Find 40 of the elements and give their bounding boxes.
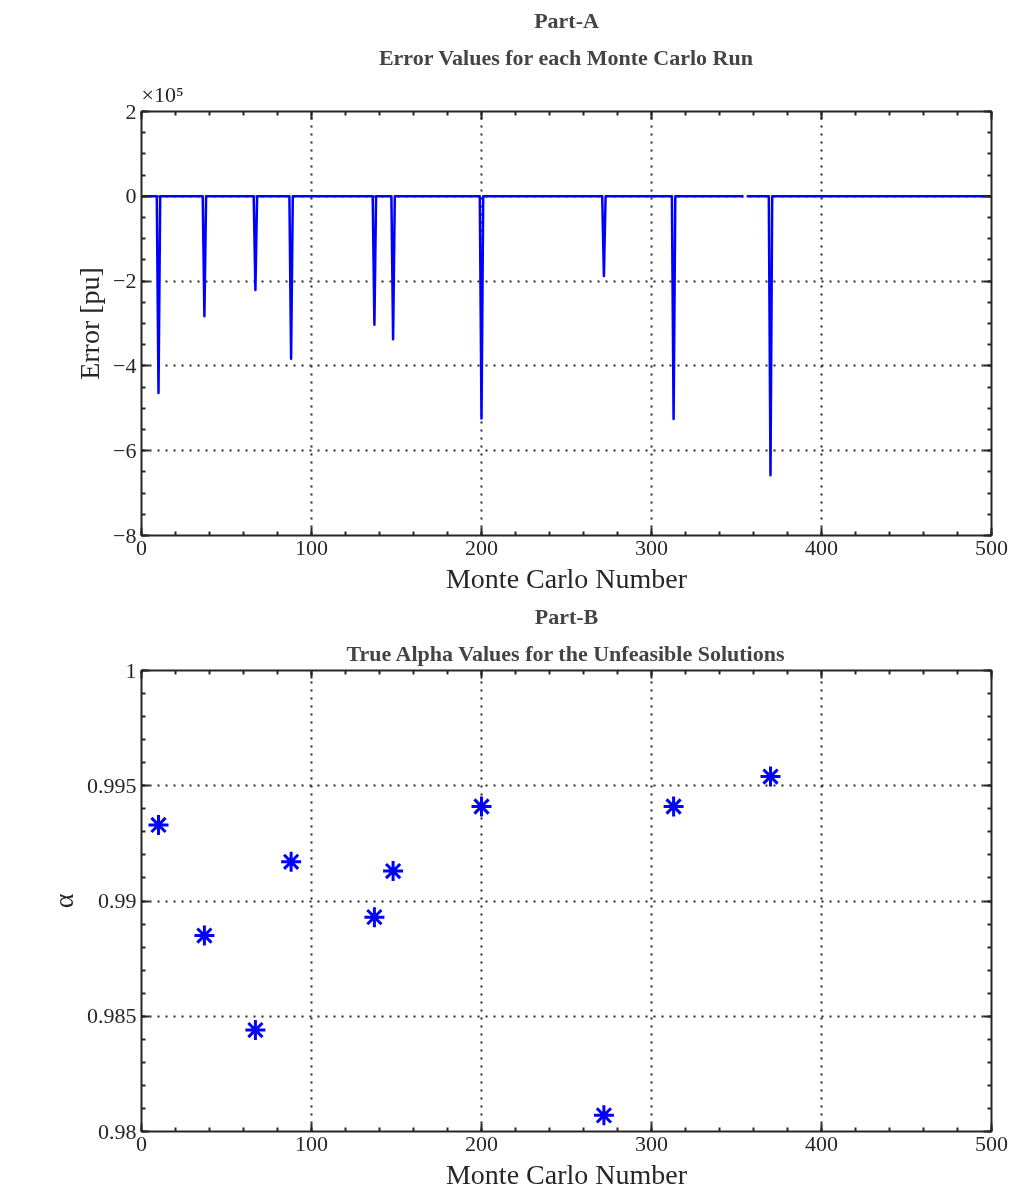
x-tick-label: 400	[805, 534, 838, 560]
x-axis-title: Monte Carlo Number	[445, 562, 688, 594]
y-tick-label: 0.98	[98, 1118, 137, 1144]
x-tick-label: 300	[635, 534, 668, 560]
y-tick-label: 0.985	[87, 1003, 137, 1029]
y-axis-title: Error [pu]	[74, 267, 106, 380]
y-tick-label: −4	[113, 352, 137, 378]
x-tick-label: 100	[295, 534, 328, 560]
y-tick-label: −8	[113, 522, 137, 548]
x-tick-label: 200	[465, 534, 498, 560]
point	[243, 1018, 267, 1042]
x-tick-label: 200	[465, 1130, 498, 1156]
x-axis-title: Monte Carlo Number	[445, 1158, 688, 1190]
x-tick-label: 100	[295, 1130, 328, 1156]
text: ×10⁵	[141, 81, 184, 107]
point	[362, 905, 386, 929]
point	[662, 794, 686, 818]
chart-subtitle: True Alpha Values for the Unfeasible Solutions	[346, 640, 785, 666]
point	[470, 794, 493, 818]
y-tick-label: 0	[125, 183, 137, 209]
chart-title: Part-B	[534, 603, 599, 629]
point	[381, 859, 405, 883]
point	[592, 1103, 616, 1127]
y-tick-label: −6	[113, 437, 137, 463]
point	[279, 850, 303, 874]
point	[192, 924, 216, 948]
y-tick-label: 0.99	[98, 888, 137, 913]
x-tick-label: 500	[975, 1130, 1008, 1156]
x-tick-label: 300	[635, 1130, 668, 1156]
point	[759, 765, 782, 789]
y-tick-label: 1	[125, 657, 137, 683]
y-tick-label: 0.995	[87, 772, 137, 798]
y-axis-title: α	[48, 893, 79, 909]
x-tick-label: 400	[805, 1130, 838, 1156]
chart-subtitle: Error Values for each Monte Carlo Run	[378, 44, 753, 70]
y-tick-label: −2	[113, 268, 137, 294]
y-tick-label: 2	[125, 98, 137, 124]
point	[147, 813, 170, 837]
x-tick-label: 500	[975, 534, 1008, 560]
chart-title: Part-A	[534, 7, 599, 33]
